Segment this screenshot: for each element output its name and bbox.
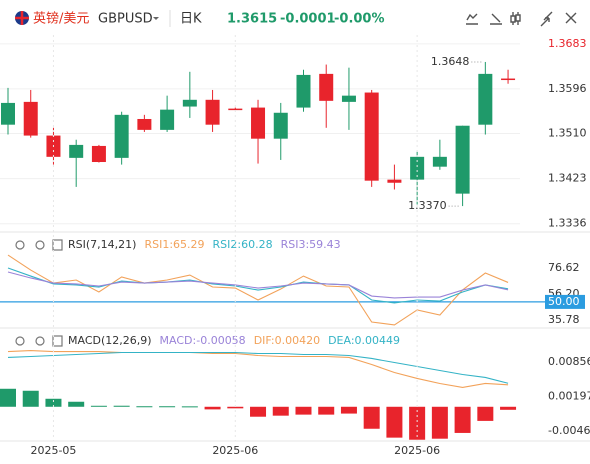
pane-title: RSI(7,14,21)	[68, 238, 136, 251]
x-tick-label: 2025-05	[30, 444, 76, 457]
close-icon[interactable]	[565, 12, 577, 24]
expand-icon[interactable]	[540, 11, 553, 27]
histogram-bar	[477, 406, 494, 421]
candle-body	[478, 73, 493, 125]
histogram-bar	[227, 406, 244, 409]
candle-body	[455, 125, 470, 194]
x-tick-label: 2025-06	[394, 444, 440, 457]
y-tick-label: 0.00197	[548, 389, 590, 402]
annotation: 1.3648	[431, 55, 470, 68]
line-series	[7, 271, 509, 299]
histogram-bar	[363, 406, 380, 429]
candle-body	[1, 102, 15, 125]
candle-body	[228, 108, 243, 111]
settings-icon[interactable]	[35, 240, 45, 250]
change-percent: -0.00%	[334, 12, 385, 27]
header: 英镑/美元 GBPUSD 日K 1.3615 -0.0001 -0.00%	[15, 10, 577, 27]
candle-body	[137, 118, 152, 130]
dropdown-arrow[interactable]	[153, 17, 159, 20]
flag-cross	[15, 11, 29, 25]
ref-label-bg	[545, 294, 585, 309]
histogram-bar	[204, 406, 221, 410]
histogram-bar	[136, 406, 153, 408]
histogram-bar	[159, 406, 176, 408]
legend-entry: DEA:0.00449	[328, 334, 400, 347]
line-series	[7, 349, 509, 389]
candle-body	[91, 145, 106, 163]
histogram-bar	[90, 405, 107, 407]
candle-body	[341, 95, 356, 102]
draw-icon[interactable]	[466, 13, 478, 25]
y-tick-label: 1.3423	[548, 172, 587, 185]
candle-body	[273, 112, 288, 139]
annotation: 1.3370	[408, 199, 447, 212]
pen-icon[interactable]	[490, 13, 502, 25]
y-tick-label: 1.3683	[548, 37, 587, 50]
candle-body	[364, 92, 379, 181]
eye-icon[interactable]	[15, 240, 25, 250]
candle-body	[432, 156, 447, 167]
histogram-bar	[409, 406, 426, 440]
candle-body	[296, 74, 311, 108]
histogram-bar	[22, 390, 39, 407]
legend-entry: RSI3:59.43	[281, 238, 341, 251]
candle-body	[69, 144, 84, 158]
histogram-bar	[454, 406, 471, 433]
histogram-bar	[295, 406, 312, 415]
candle-body	[251, 107, 266, 139]
line-series	[7, 351, 509, 384]
histogram-bar	[340, 406, 357, 414]
settings-icon[interactable]	[35, 336, 45, 346]
candle-body	[501, 78, 516, 81]
candle-body	[205, 99, 220, 125]
eye-icon[interactable]	[15, 336, 25, 346]
symbol-code[interactable]: GBPUSD	[98, 12, 153, 27]
y-tick-label: -0.00463	[548, 424, 590, 437]
histogram-bar	[500, 406, 517, 410]
y-tick-label: 1.3596	[548, 82, 587, 95]
histogram-bar	[318, 406, 335, 415]
histogram-bar	[45, 398, 62, 407]
candle-body	[387, 179, 402, 183]
histogram-bar	[250, 406, 267, 417]
candle-body	[23, 101, 38, 136]
y-tick-label: 35.78	[548, 313, 580, 326]
candle-body	[114, 114, 129, 158]
y-tick-label: 0.00856	[548, 355, 590, 368]
histogram-bar	[0, 388, 16, 407]
indicator-icon[interactable]	[510, 12, 521, 25]
candle-body	[160, 109, 175, 130]
price: 1.3615	[227, 12, 277, 27]
candle-body	[410, 156, 425, 180]
y-tick-label: 76.62	[548, 261, 580, 274]
histogram-bar	[113, 405, 130, 407]
x-tick-label: 2025-06	[212, 444, 258, 457]
legend-entry: DIF:0.00420	[254, 334, 320, 347]
line-series	[7, 267, 509, 304]
change: -0.0001	[280, 12, 336, 27]
histogram-bar	[181, 406, 198, 408]
period[interactable]: 日K	[180, 12, 202, 27]
y-tick-label: 1.3510	[548, 127, 587, 140]
candle-body	[182, 99, 197, 107]
pane-title: MACD(12,26,9)	[68, 334, 152, 347]
histogram-bar	[431, 406, 448, 439]
histogram-bar	[68, 401, 85, 407]
y-tick-label: 1.3336	[548, 217, 587, 230]
symbol-name[interactable]: 英镑/美元	[33, 11, 89, 27]
line-series	[7, 254, 509, 326]
legend-entry: RSI2:60.28	[213, 238, 273, 251]
legend-entry: MACD:-0.00058	[160, 334, 246, 347]
histogram-bar	[386, 406, 403, 438]
candle-body	[319, 73, 334, 101]
histogram-bar	[272, 406, 289, 416]
y-tick-label: 50.00	[548, 295, 580, 308]
legend-entry: RSI1:65.29	[144, 238, 204, 251]
